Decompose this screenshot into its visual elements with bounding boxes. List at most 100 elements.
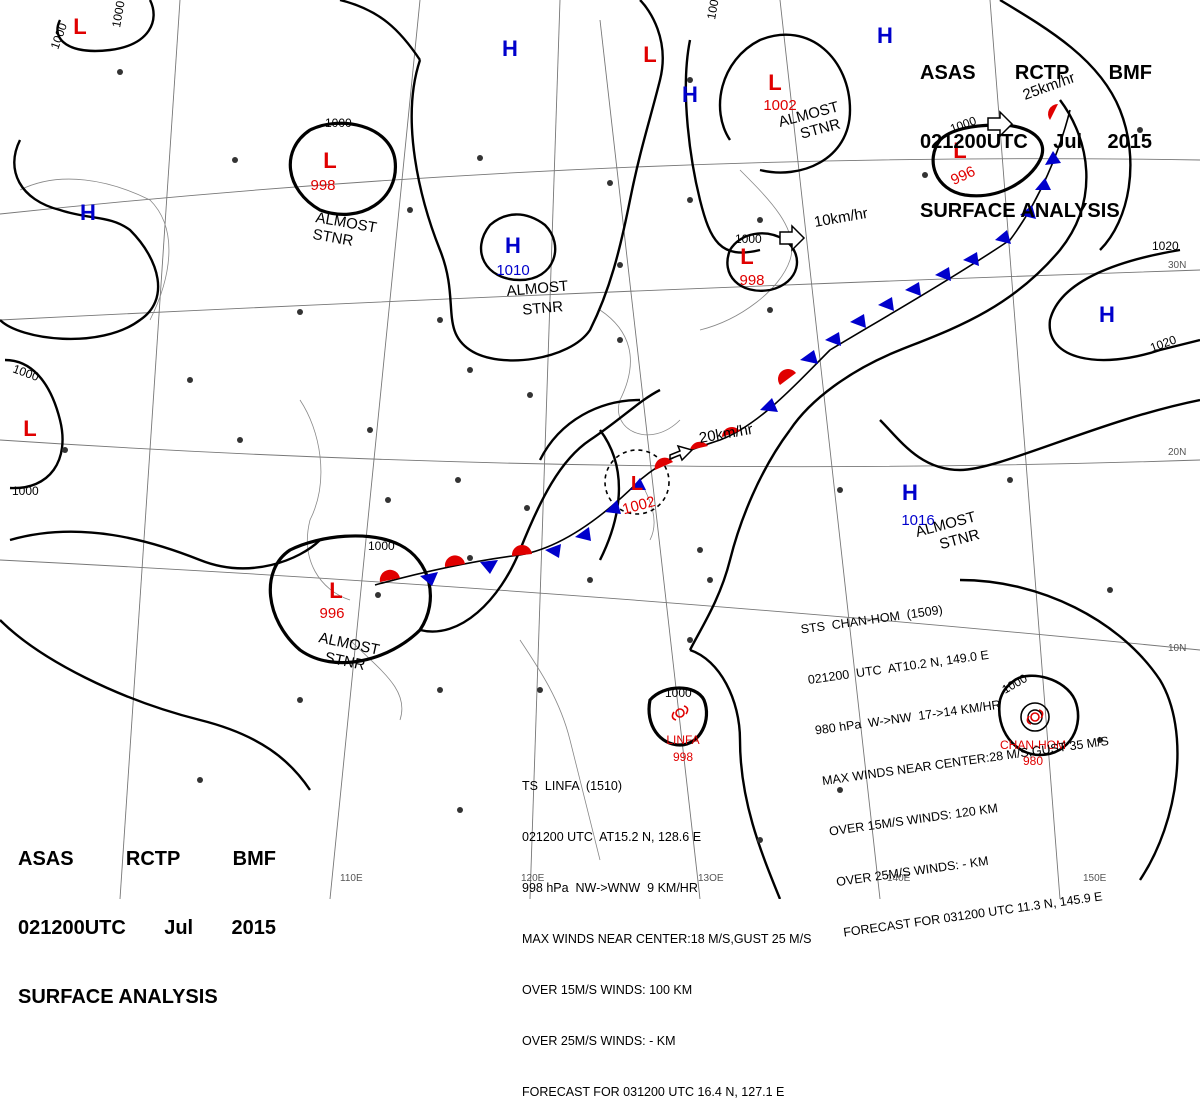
almost-label: ALMOST bbox=[506, 278, 569, 300]
agency-code: RCTP bbox=[1014, 62, 1070, 84]
time-year: 2015 bbox=[1107, 131, 1153, 153]
lat-label: 10N bbox=[1168, 643, 1186, 654]
info-line: 980 hPa W->NW 17->14 KM/HR bbox=[814, 697, 1002, 738]
time-stamp: 021200UTC bbox=[920, 131, 1028, 153]
station-plots bbox=[62, 69, 1143, 843]
pressure-value: 998 bbox=[310, 177, 335, 194]
high-H: H bbox=[902, 480, 918, 505]
info-line: MAX WINDS NEAR CENTER:28 M/S,GUST 35 M/S bbox=[821, 733, 1110, 789]
chanhom-name: CHAN-HOM bbox=[1000, 738, 1066, 752]
high-H: H bbox=[505, 233, 521, 258]
pressure-value: 1016 bbox=[901, 512, 934, 529]
info-line: OVER 25M/S WINDS: - KM bbox=[835, 853, 990, 890]
header-top-right: ASAS RCTP BMF 021200UTC Jul 2015 SURFACE… bbox=[920, 16, 1152, 246]
agency-code: BMF bbox=[232, 848, 276, 870]
high-H: H bbox=[682, 82, 698, 107]
info-line: FORECAST FOR 031200 UTC 11.3 N, 145.9 E bbox=[842, 889, 1104, 940]
speed-label: 10km/hr bbox=[813, 205, 869, 231]
pressure-value: 1002 bbox=[763, 97, 796, 114]
info-line: 021200 UTC AT15.2 N, 128.6 E bbox=[522, 830, 702, 844]
pressure-value: 1002 bbox=[621, 493, 658, 518]
chanhom-info: STS CHAN-HOM (1509) 021200 UTC AT10.2 N,… bbox=[795, 548, 1134, 959]
lon-label: 140E bbox=[887, 873, 911, 884]
warm-front-marks bbox=[379, 104, 1058, 582]
front bbox=[374, 104, 1071, 586]
agency-row: ASAS RCTP BMF bbox=[920, 62, 1152, 85]
pressure-value: 998 bbox=[739, 272, 764, 289]
info-line: OVER 25M/S WINDS: - KM bbox=[522, 1034, 676, 1048]
low-L: L bbox=[73, 14, 86, 39]
cold-front-marks bbox=[420, 151, 1061, 586]
linfa-info: TS LINFA (1510) 021200 UTC AT15.2 N, 128… bbox=[522, 744, 811, 1118]
isobar-label: 1020 bbox=[1152, 239, 1179, 253]
time-month: Jul bbox=[164, 917, 194, 939]
time-stamp: 021200UTC bbox=[18, 917, 126, 939]
isobar-label: 1000 bbox=[11, 362, 41, 384]
grid-labels: 30N 20N 10N 110E 120E 13OE 140E 150E bbox=[340, 260, 1186, 884]
dashed-circle bbox=[604, 449, 670, 515]
header-bottom-left: ASAS RCTP BMF 021200UTC Jul 2015 SURFACE… bbox=[18, 802, 276, 1032]
lon-label: 110E bbox=[340, 873, 363, 884]
isobar-label: 1000 bbox=[735, 232, 762, 246]
map-title: SURFACE ANALYSIS bbox=[920, 200, 1120, 222]
time-year: 2015 bbox=[231, 917, 277, 939]
low-L: L bbox=[329, 578, 342, 603]
info-line: 998 hPa NW->WNW 9 KM/HR bbox=[522, 881, 698, 895]
pressure-centers: L L H H H L H L H L L L L L H H bbox=[23, 14, 1115, 603]
low-L: L bbox=[323, 148, 336, 173]
low-L: L bbox=[643, 42, 656, 67]
agency-code: ASAS bbox=[920, 62, 976, 84]
info-line: STS CHAN-HOM (1509) bbox=[799, 602, 944, 637]
isobar-label: 1000 bbox=[325, 116, 352, 130]
linfa-name: LINFA bbox=[666, 733, 699, 747]
low-L: L bbox=[768, 70, 781, 95]
isobar-label: 1000 bbox=[704, 0, 722, 21]
isobar-label: 1000 bbox=[665, 686, 692, 700]
low-L: L bbox=[631, 473, 643, 495]
isobar-label: 1000 bbox=[368, 539, 395, 553]
storm-labels: LINFA 998 CHAN-HOM 980 bbox=[666, 733, 1066, 768]
info-line: FORECAST FOR 031200 UTC 16.4 N, 127.1 E bbox=[522, 1085, 785, 1099]
time-row: 021200UTC Jul 2015 bbox=[920, 131, 1152, 154]
isobar-label: 1000 bbox=[48, 21, 70, 51]
isobar-label: 1000 bbox=[12, 484, 39, 498]
agency-row: ASAS RCTP BMF bbox=[18, 848, 276, 871]
low-L: L bbox=[740, 244, 753, 269]
high-H: H bbox=[502, 36, 518, 61]
agency-code: BMF bbox=[1108, 62, 1152, 84]
motion-arrows bbox=[669, 110, 1014, 462]
isobars bbox=[0, 0, 1200, 899]
lon-label: 13OE bbox=[698, 873, 724, 884]
info-line: MAX WINDS NEAR CENTER:18 M/S,GUST 25 M/S bbox=[522, 932, 812, 946]
pressure-value: 996 bbox=[319, 605, 344, 622]
info-line: OVER 15M/S WINDS: 100 KM bbox=[522, 983, 693, 997]
info-line: TS LINFA (1510) bbox=[522, 779, 623, 793]
stnr-label: STNR bbox=[522, 298, 564, 319]
high-H: H bbox=[877, 23, 893, 48]
low-L: L bbox=[953, 138, 966, 163]
chanhom-pressure: 980 bbox=[1023, 754, 1043, 768]
isobar-label: 1000 bbox=[109, 0, 127, 29]
low-L: L bbox=[23, 416, 36, 441]
lon-label: 120E bbox=[521, 873, 545, 884]
info-line: 021200 UTC AT10.2 N, 149.0 E bbox=[806, 647, 990, 688]
high-H: H bbox=[1099, 302, 1115, 327]
lat-label: 20N bbox=[1168, 447, 1186, 458]
linfa-pressure: 998 bbox=[673, 750, 693, 764]
typhoon-symbols bbox=[671, 705, 1044, 725]
isobar-label: 1020 bbox=[1148, 332, 1178, 354]
pressure-value: 1010 bbox=[496, 262, 529, 279]
stnr-label: STNR bbox=[311, 226, 354, 250]
info-line: OVER 15M/S WINDS: 120 KM bbox=[828, 800, 999, 839]
speed-label: 20km/hr bbox=[698, 421, 754, 447]
lat-label: 30N bbox=[1168, 260, 1186, 271]
time-month: Jul bbox=[1053, 131, 1083, 153]
map-title: SURFACE ANALYSIS bbox=[18, 986, 218, 1008]
agency-code: RCTP bbox=[125, 848, 181, 870]
agency-code: ASAS bbox=[18, 848, 74, 870]
lon-label: 150E bbox=[1083, 873, 1107, 884]
high-H: H bbox=[80, 200, 96, 225]
